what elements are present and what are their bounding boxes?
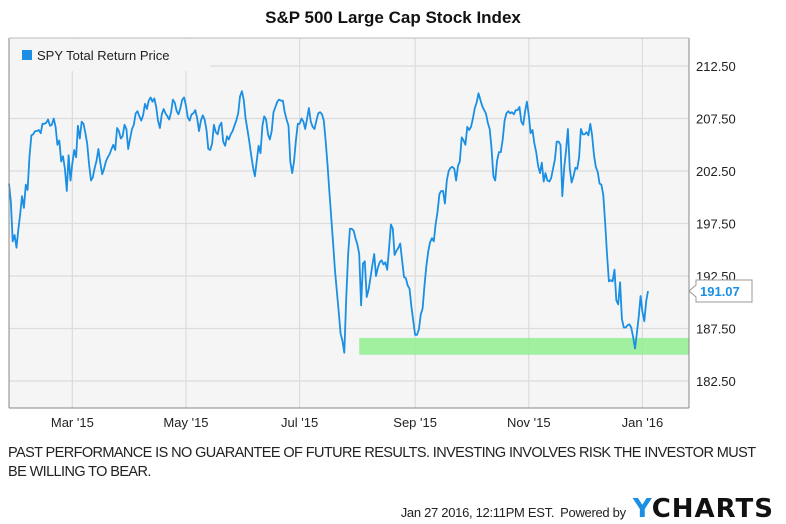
support-highlight-band bbox=[359, 337, 689, 355]
powered-by-label: Powered by bbox=[560, 505, 626, 520]
last-value-box bbox=[688, 279, 753, 303]
y-tick-label: 207.50 bbox=[696, 112, 736, 127]
legend-label: SPY Total Return Price bbox=[37, 48, 169, 63]
x-tick-label: Jul '15 bbox=[281, 415, 318, 430]
x-tick-labels: Mar '15 May '15 Jul '15 Sep '15 Nov '15 Jan '… bbox=[51, 415, 663, 430]
highlight-band-layer bbox=[359, 337, 689, 355]
last-value-callout: 191.07 bbox=[688, 279, 753, 303]
ycharts-logo-text: CHARTS bbox=[651, 494, 774, 524]
y-tick-label: 187.50 bbox=[696, 322, 736, 337]
series-line-spy-total-return bbox=[8, 90, 649, 354]
line-chart: 182.50187.50192.50197.50202.50207.50212.… bbox=[8, 37, 753, 430]
timestamp: Jan 27 2016, 12:11PM EST. bbox=[400, 505, 555, 520]
y-tick-label: 182.50 bbox=[696, 374, 736, 389]
x-tick-label: Jan '16 bbox=[622, 415, 664, 430]
y-tick-label: 202.50 bbox=[696, 164, 736, 179]
legend-bg bbox=[10, 39, 210, 71]
ycharts-logo[interactable]: YCHARTS bbox=[633, 494, 774, 524]
x-tick-label: Sep '15 bbox=[393, 415, 437, 430]
series-layer bbox=[8, 90, 649, 354]
chart-title: S&P 500 Large Cap Stock Index bbox=[265, 8, 521, 27]
disclaimer-text: PAST PERFORMANCE IS NO GUARANTEE OF FUTU… bbox=[8, 445, 756, 480]
legend: SPY Total Return Price bbox=[10, 39, 210, 71]
y-tick-label: 212.50 bbox=[696, 59, 736, 74]
y-tick-label: 197.50 bbox=[696, 217, 736, 232]
last-value-label: 191.07 bbox=[700, 284, 740, 299]
y-tick-labels: 182.50187.50192.50197.50202.50207.50212.… bbox=[696, 59, 736, 389]
legend-swatch bbox=[22, 50, 32, 60]
ycharts-logo-y: Y bbox=[632, 494, 652, 524]
x-tick-label: May '15 bbox=[163, 415, 208, 430]
footer: Jan 27 2016, 12:11PM EST. Powered by YCH… bbox=[401, 494, 774, 524]
x-tick-label: Mar '15 bbox=[51, 415, 94, 430]
x-tick-label: Nov '15 bbox=[507, 415, 551, 430]
